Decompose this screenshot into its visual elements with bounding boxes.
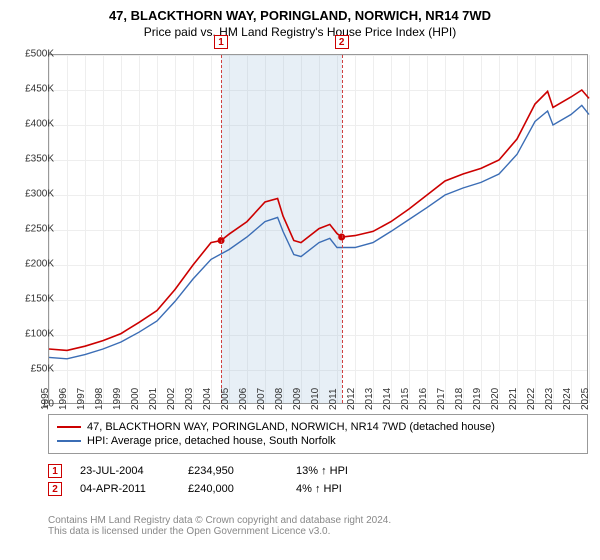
x-axis-label: 1996	[58, 388, 69, 410]
x-axis-label: 2023	[544, 388, 555, 410]
series-line	[49, 105, 589, 358]
footer-line2: This data is licensed under the Open Gov…	[48, 526, 588, 537]
series-line	[49, 90, 589, 350]
x-axis-label: 2010	[310, 388, 321, 410]
y-axis-label: £50K	[31, 364, 54, 375]
transaction-marker-box: 1	[214, 35, 228, 49]
title-address: 47, BLACKTHORN WAY, PORINGLAND, NORWICH,…	[0, 8, 600, 23]
transaction-hpi-1: 13% ↑ HPI	[296, 465, 386, 477]
x-axis-label: 2005	[220, 388, 231, 410]
x-axis-label: 2013	[364, 388, 375, 410]
y-axis-label: £300K	[25, 189, 54, 200]
transaction-date-1: 23-JUL-2004	[80, 465, 170, 477]
transaction-marker-line	[342, 55, 343, 403]
x-axis-label: 1998	[94, 388, 105, 410]
footer-line1: Contains HM Land Registry data © Crown c…	[48, 515, 588, 526]
transaction-marker-1: 1	[48, 464, 62, 478]
y-axis-label: £100K	[25, 329, 54, 340]
transaction-marker-line	[221, 55, 222, 403]
x-axis-label: 2012	[346, 388, 357, 410]
chart-container: { "title": { "line1": "47, BLACKTHORN WA…	[0, 0, 600, 560]
x-axis-label: 2014	[382, 388, 393, 410]
transaction-date-2: 04-APR-2011	[80, 483, 170, 495]
transaction-row-1: 1 23-JUL-2004 £234,950 13% ↑ HPI	[48, 464, 588, 478]
x-axis-label: 2002	[166, 388, 177, 410]
x-axis-label: 2015	[400, 388, 411, 410]
y-axis-label: £200K	[25, 259, 54, 270]
y-axis-label: £450K	[25, 84, 54, 95]
x-axis-label: 2011	[328, 388, 339, 410]
x-axis-label: 2025	[580, 388, 591, 410]
transaction-table: 1 23-JUL-2004 £234,950 13% ↑ HPI 2 04-AP…	[48, 460, 588, 500]
x-axis-label: 2003	[184, 388, 195, 410]
legend: 47, BLACKTHORN WAY, PORINGLAND, NORWICH,…	[48, 414, 588, 454]
y-axis-label: £250K	[25, 224, 54, 235]
legend-item-property: 47, BLACKTHORN WAY, PORINGLAND, NORWICH,…	[57, 421, 579, 433]
x-axis-label: 1995	[40, 388, 51, 410]
title-subtitle: Price paid vs. HM Land Registry's House …	[0, 25, 600, 39]
y-axis-label: £350K	[25, 154, 54, 165]
chart-plot-area: 12	[48, 54, 588, 404]
x-axis-label: 2001	[148, 388, 159, 410]
x-axis-label: 2019	[472, 388, 483, 410]
x-axis-label: 2022	[526, 388, 537, 410]
y-axis-label: £150K	[25, 294, 54, 305]
legend-label-hpi: HPI: Average price, detached house, Sout…	[87, 435, 336, 447]
x-axis-label: 2020	[490, 388, 501, 410]
x-axis-label: 2007	[256, 388, 267, 410]
transaction-price-1: £234,950	[188, 465, 278, 477]
y-axis-label: £400K	[25, 119, 54, 130]
footer-attribution: Contains HM Land Registry data © Crown c…	[48, 515, 588, 537]
x-axis-label: 1999	[112, 388, 123, 410]
x-axis-label: 2008	[274, 388, 285, 410]
x-axis-label: 2016	[418, 388, 429, 410]
legend-swatch-property	[57, 426, 81, 428]
transaction-marker-box: 2	[335, 35, 349, 49]
gridline-v	[589, 55, 590, 403]
transaction-marker-2: 2	[48, 482, 62, 496]
x-axis-label: 2004	[202, 388, 213, 410]
x-axis-label: 1997	[76, 388, 87, 410]
transaction-price-2: £240,000	[188, 483, 278, 495]
transaction-hpi-2: 4% ↑ HPI	[296, 483, 386, 495]
y-axis-label: £500K	[25, 49, 54, 60]
legend-swatch-hpi	[57, 440, 81, 442]
legend-label-property: 47, BLACKTHORN WAY, PORINGLAND, NORWICH,…	[87, 421, 495, 433]
x-axis-label: 2021	[508, 388, 519, 410]
x-axis-label: 2006	[238, 388, 249, 410]
x-axis-label: 2000	[130, 388, 141, 410]
x-axis-label: 2024	[562, 388, 573, 410]
x-axis-label: 2017	[436, 388, 447, 410]
x-axis-label: 2009	[292, 388, 303, 410]
x-axis-label: 2018	[454, 388, 465, 410]
legend-item-hpi: HPI: Average price, detached house, Sout…	[57, 435, 579, 447]
chart-lines-svg	[49, 55, 587, 403]
transaction-row-2: 2 04-APR-2011 £240,000 4% ↑ HPI	[48, 482, 588, 496]
title-block: 47, BLACKTHORN WAY, PORINGLAND, NORWICH,…	[0, 0, 600, 39]
